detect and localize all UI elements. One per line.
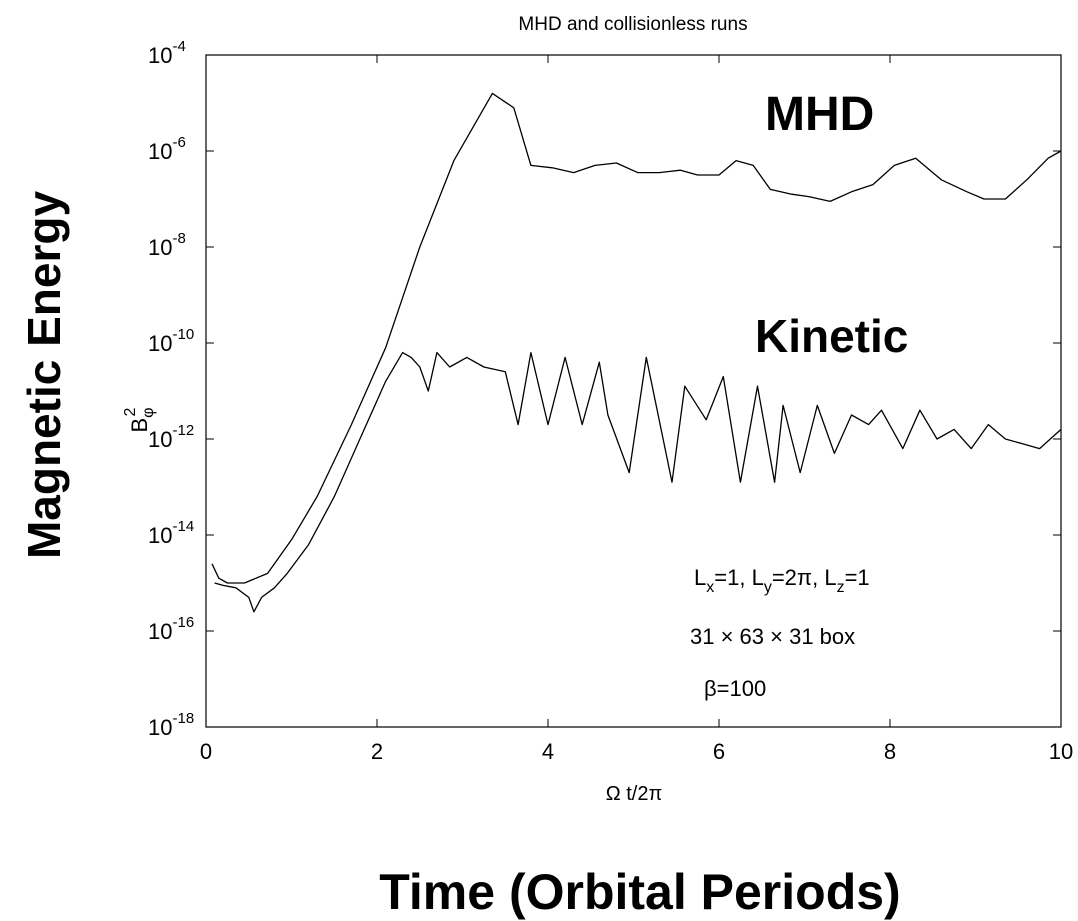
y-tick-base: 10	[148, 523, 172, 548]
annotation-dims-eq1: =1,	[714, 565, 751, 590]
y-tick-exponent: -18	[172, 710, 194, 727]
y-tick-label: 10-6	[148, 134, 186, 164]
annotation-dims-l2: L	[752, 565, 764, 590]
x-tick-label: 2	[371, 739, 383, 764]
annotation-dims-eq3: =1	[845, 565, 870, 590]
y-axis-label-base: B	[127, 418, 152, 433]
annotation-dims-eq2: =2π,	[772, 565, 825, 590]
series-line-kinetic	[214, 351, 1062, 613]
y-tick-exponent: -10	[172, 326, 194, 343]
outer-x-label: Time (Orbital Periods)	[379, 864, 900, 920]
y-tick-label: 10-14	[148, 518, 194, 548]
annotation-grid-size: 31 × 63 × 31 box	[690, 624, 855, 649]
x-tick-label: 10	[1049, 739, 1073, 764]
y-tick-base: 10	[148, 43, 172, 68]
y-tick-base: 10	[148, 715, 172, 740]
svg-text:Bφ2: Bφ2	[122, 407, 157, 432]
annotation-dims-sub-y: y	[764, 579, 772, 596]
chart-title: MHD and collisionless runs	[518, 14, 747, 35]
y-tick-base: 10	[148, 139, 172, 164]
y-tick-label: 10-4	[148, 38, 186, 68]
y-tick-exponent: -4	[172, 38, 185, 55]
y-tick-label: 10-8	[148, 230, 186, 260]
y-tick-label: 10-12	[148, 422, 194, 452]
x-tick-label: 6	[713, 739, 725, 764]
y-tick-exponent: -6	[172, 134, 185, 151]
y-tick-base: 10	[148, 427, 172, 452]
outer-y-label: Magnetic Energy	[18, 191, 70, 560]
x-axis-label: Ω t/2π	[606, 783, 663, 805]
y-tick-base: 10	[148, 619, 172, 644]
annotation-dims-l1: L	[694, 565, 706, 590]
y-tick-label: 10-18	[148, 710, 194, 740]
plot-frame	[205, 54, 1062, 728]
y-tick-base: 10	[148, 235, 172, 260]
y-tick-exponent: -8	[172, 230, 185, 247]
x-axis-ticks: 0 2 4 6 8 10	[200, 55, 1073, 764]
x-tick-label: 4	[542, 739, 554, 764]
y-tick-exponent: -12	[172, 422, 194, 439]
annotation-dims-sub-z: z	[837, 579, 845, 596]
y-tick-label: 10-10	[148, 326, 194, 356]
series-layer	[211, 92, 1062, 613]
annotation-dims-l3: L	[824, 565, 836, 590]
y-axis-label-subscript: φ	[140, 407, 157, 417]
series-label-kinetic: Kinetic	[755, 310, 908, 362]
x-tick-label: 8	[884, 739, 896, 764]
y-tick-base: 10	[148, 331, 172, 356]
y-axis-label-superscript: 2	[122, 407, 139, 416]
y-axis-label: Bφ2	[122, 407, 157, 432]
series-line-mhd	[211, 92, 1062, 584]
annotation-box-dimensions: Lx=1, Ly=2π, Lz=1	[694, 565, 870, 596]
y-tick-exponent: -16	[172, 614, 194, 631]
x-tick-label: 0	[200, 739, 212, 764]
y-tick-label: 10-16	[148, 614, 194, 644]
annotation-beta: β=100	[704, 676, 766, 701]
y-tick-exponent: -14	[172, 518, 194, 535]
annotation-dims-sub-x: x	[706, 579, 714, 596]
series-label-mhd: MHD	[765, 88, 874, 141]
